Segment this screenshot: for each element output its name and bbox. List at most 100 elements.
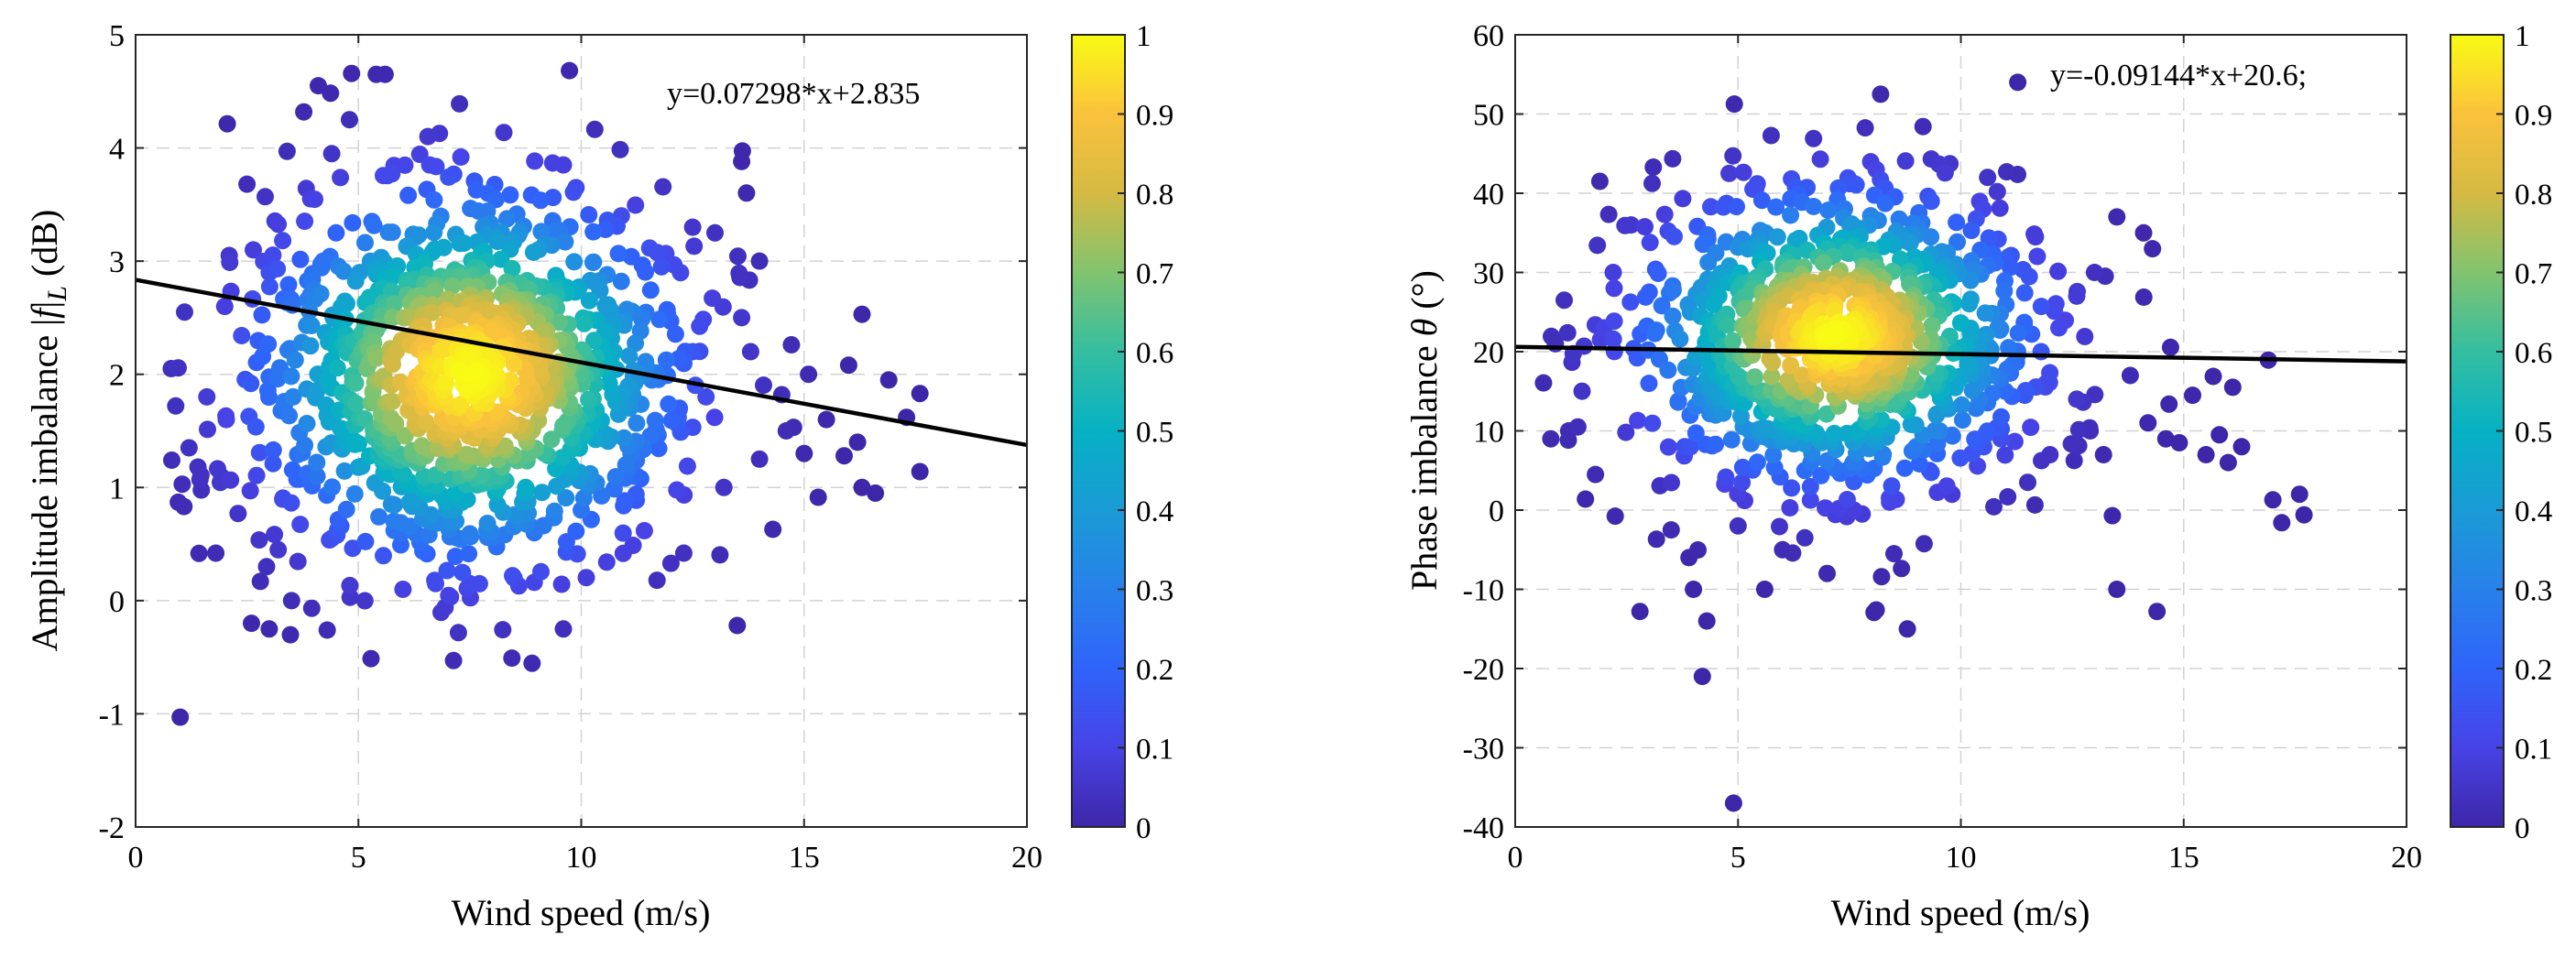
scatter-point [1664,281,1682,299]
scatter-point [660,395,678,413]
scatter-point [451,234,469,253]
scatter-point [635,522,653,539]
scatter-point [1872,85,1890,103]
scatter-point [370,507,388,526]
scatter-point [755,376,772,395]
scatter-point [215,298,234,316]
y-tick-label: -20 [1463,653,1504,687]
scatter-point [308,467,326,485]
scatter-point [396,427,414,445]
scatter-point [1764,446,1783,464]
scatter-point [163,451,180,469]
colorbar: 0 0.1 0.2 0.3 0.4 0.5 0.6 0.7 0.8 0.9 1 [1071,20,1173,845]
scatter-point [426,571,444,590]
scatter-point [1605,279,1623,298]
scatter-point [648,571,666,590]
scatter-point [1669,392,1687,410]
scatter-point [556,233,574,251]
scatter-point [1724,332,1742,350]
scatter-point [1681,438,1699,456]
scatter-point [2068,390,2086,408]
y-tick-label: 5 [109,19,125,53]
scatter-point [649,440,668,458]
scatter-point [733,152,751,170]
scatter-point [246,418,265,436]
scatter-point [1912,332,1930,351]
scatter-point [343,64,361,82]
scatter-point [2033,451,2050,470]
scatter-point [1717,468,1735,486]
scatter-point [1664,307,1682,325]
scatter-point [678,457,696,475]
y-tick-label: 4 [109,133,125,167]
scatter-point [1640,375,1658,393]
scatter-point [641,281,660,299]
scatter-points [1534,73,2313,812]
axis-ticks: 0 5 10 15 20 -2 -1 0 1 2 3 4 5 [99,19,1042,875]
colorbar-tick-label: 0.9 [1136,100,1173,133]
scatter-point [221,254,239,271]
scatter-point [2041,364,2059,382]
scatter-point [624,537,642,554]
scatter-point [2046,302,2064,321]
x-tick-label: 15 [789,841,820,875]
scatter-point [438,561,456,580]
scatter-point [282,367,300,386]
scatter-point [1685,581,1703,598]
scatter-point [301,337,320,355]
scatter-point [274,232,292,250]
colorbar-tick-label: 0.4 [2515,495,2552,528]
scatter-point [1622,216,1640,234]
scatter-point [1659,438,1677,456]
scatter-point [800,365,818,384]
scatter-point [561,61,579,80]
scatter-point [2069,420,2088,439]
colorbar-tick-label: 0.2 [2515,654,2552,687]
colorbar-tick-label: 0.6 [2515,337,2552,370]
scatter-point [289,552,307,571]
scatter-point [2134,223,2153,242]
scatter-point [1697,612,1716,630]
x-tick-label: 10 [566,841,597,875]
scatter-point [2032,298,2050,316]
scatter-point [356,532,375,550]
x-axis-label: Wind speed (m/s) [452,892,711,933]
scatter-point [1817,499,1835,517]
colorbar-tick-label: 0.7 [2515,258,2552,291]
scatter-point [327,223,345,242]
scatter-point [1922,228,1940,246]
scatter-point [332,169,350,187]
y-tick-label: 10 [1473,416,1504,450]
scatter-point [817,410,835,429]
scatter-point [795,444,813,462]
scatter-point [715,478,733,496]
scatter-point [616,492,634,510]
scatter-point [1729,517,1747,535]
scatter-point [2049,262,2068,280]
scatter-point [1631,603,1649,621]
scatter-point [312,258,331,277]
scatter-point [1636,218,1654,236]
scatter-point [344,213,362,232]
scatter-point [1872,568,1891,586]
scatter-point [391,373,409,391]
scatter-point [384,355,401,374]
y-tick-label: 20 [1473,336,1504,370]
scatter-point [413,437,431,455]
scatter-point [176,303,193,321]
scatter-point [662,411,681,430]
scatter-point [1960,295,1979,313]
scatter-point [426,282,444,299]
scatter-point [1725,95,1743,114]
scatter-point [257,188,274,206]
x-tick-label: 0 [1508,841,1523,875]
scatter-point [1896,152,1915,170]
scatter-point [711,546,729,564]
scatter-point [478,515,497,532]
scatter-point [1915,535,1933,553]
scatter-point [334,262,353,280]
scatter-point [218,114,236,133]
scatter-point [1662,521,1680,539]
scatter-point [1893,560,1911,578]
scatter-point [523,654,541,672]
